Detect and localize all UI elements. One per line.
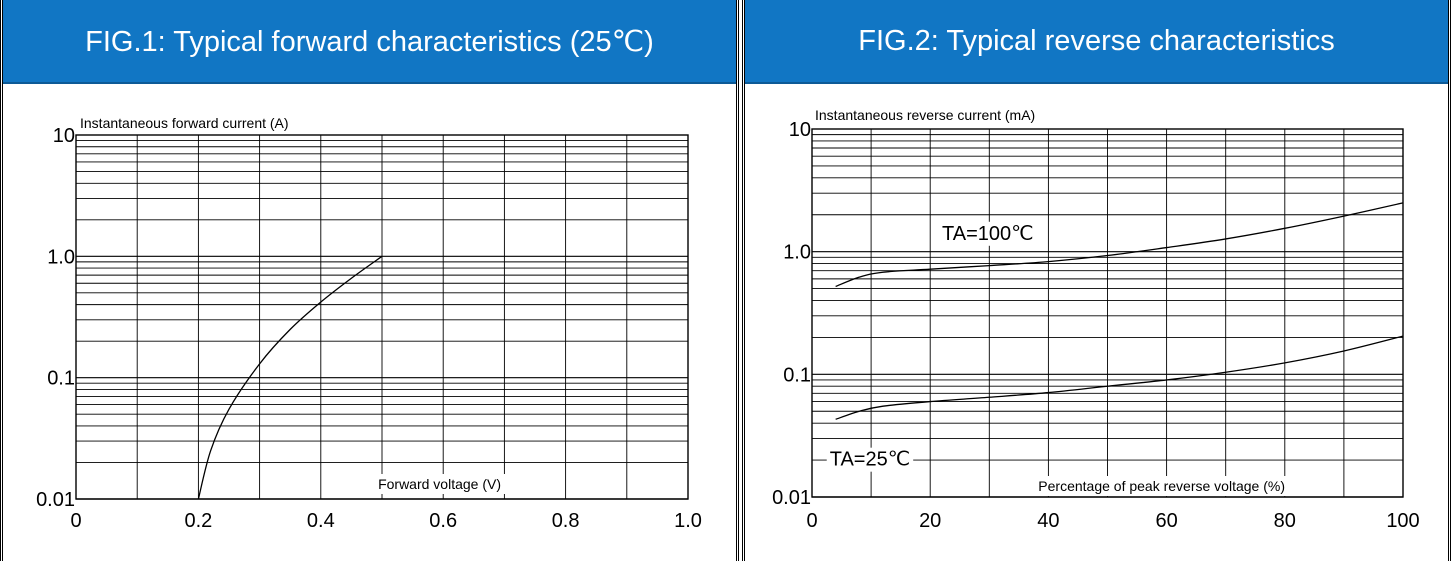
y-tick-label: 10 — [789, 119, 811, 141]
plot-frame — [75, 134, 689, 500]
grid — [811, 129, 1404, 498]
x-tick-label: 20 — [919, 510, 941, 532]
y-tick-label: 0.01 — [772, 487, 811, 509]
x-tick-label: 0 — [70, 510, 81, 532]
x-axis-label: Forward voltage (V) — [378, 476, 501, 492]
y-tick-label: 1.0 — [47, 246, 75, 268]
figure-panel-forward: FIG.1: Typical forward characteristics (… — [0, 0, 739, 561]
x-axis-label: Percentage of peak reverse voltage (%) — [1038, 478, 1285, 494]
y-tick-label: 0.01 — [36, 489, 75, 511]
chart-forward-characteristics: 10 1.0 0.1 0.010 0.2 0.4 0.6 0.8 1.0 Instantaneou… — [36, 115, 702, 532]
series-label-background — [939, 221, 1037, 246]
x-tick-label: 100 — [1386, 510, 1419, 532]
series-line-0 — [835, 202, 1404, 288]
x-tick-label: 0 — [806, 510, 817, 532]
chart-reverse-characteristics: 10 1.0 0.1 0.010 20 40 60 80 100 Instantaneous re… — [772, 107, 1420, 532]
y-axis-label: Instantaneous reverse current (mA) — [815, 107, 1035, 123]
x-axis-label-background — [374, 474, 505, 494]
x-tick-label: 40 — [1037, 510, 1059, 532]
y-tick-label: 10 — [53, 125, 75, 147]
series-label: TA=100℃ — [942, 223, 1034, 245]
x-tick-label: 0.6 — [429, 510, 457, 532]
x-tick-label: 0.2 — [184, 510, 212, 532]
panel-header-reverse: FIG.2: Typical reverse characteristics — [745, 0, 1448, 84]
series-line-1 — [835, 335, 1404, 420]
y-tick-label: 0.1 — [47, 368, 75, 390]
x-tick-label: 1.0 — [674, 510, 702, 532]
y-tick-label: 0.1 — [783, 364, 811, 386]
x-tick-label: 80 — [1274, 510, 1296, 532]
panel-header-forward: FIG.1: Typical forward characteristics (… — [3, 0, 736, 84]
series-line-0 — [197, 255, 383, 500]
x-tick-label: 0.8 — [552, 510, 580, 532]
plot-frame — [811, 128, 1404, 498]
y-axis-label: Instantaneous forward current (A) — [80, 115, 289, 131]
series-label: TA=25℃ — [830, 449, 910, 471]
x-axis-label-background — [1034, 476, 1289, 496]
x-tick-label: 60 — [1155, 510, 1177, 532]
y-tick-label: 1.0 — [783, 242, 811, 264]
x-tick-label: 0.4 — [307, 510, 335, 532]
series-label-background — [826, 447, 914, 472]
figure-panel-reverse: FIG.2: Typical reverse characteristics 1… — [742, 0, 1451, 561]
grid — [75, 135, 689, 500]
